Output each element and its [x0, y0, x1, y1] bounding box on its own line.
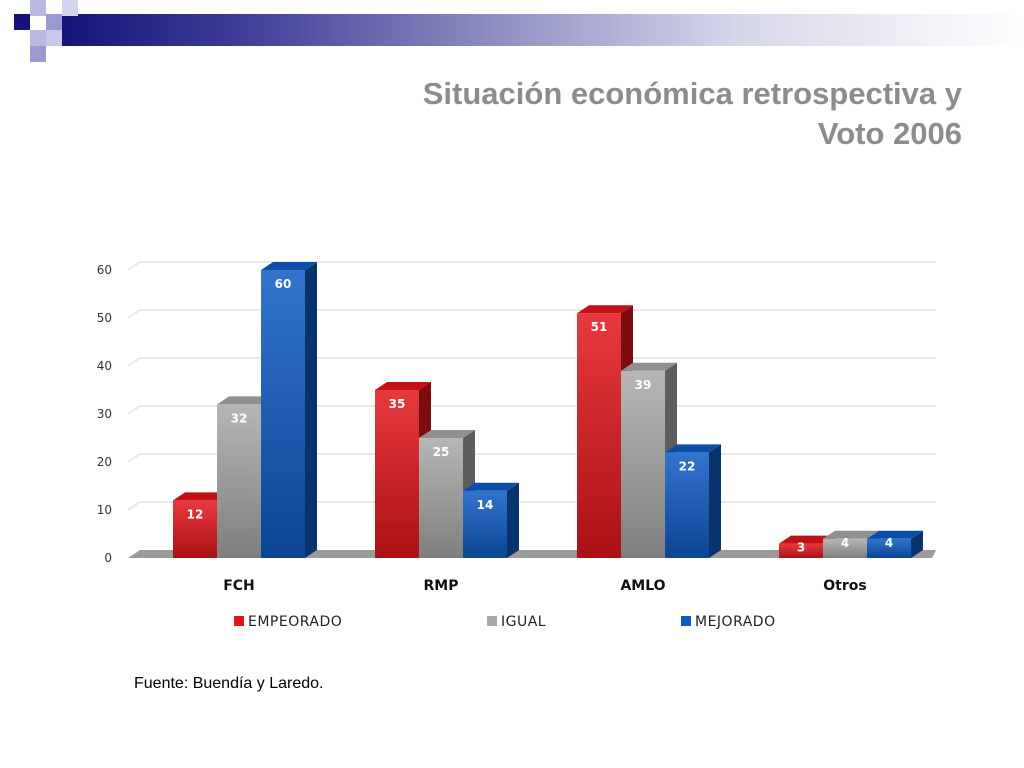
header-square-light-4: [46, 30, 62, 46]
bar: [867, 538, 911, 558]
bar-top: [779, 535, 835, 544]
bar: [463, 490, 507, 558]
data-label: 4: [885, 536, 893, 550]
header-square-light-6: [62, 0, 78, 16]
header-band: [62, 14, 1024, 46]
bar: [665, 452, 709, 558]
bar: [375, 390, 419, 558]
chart-floor: [128, 550, 936, 558]
y-tick-label: 40: [97, 359, 112, 373]
data-label: 12: [187, 507, 204, 521]
y-tick-label: 0: [104, 551, 112, 565]
y-tick-label: 60: [97, 263, 112, 277]
x-category-label: FCH: [223, 578, 255, 594]
bar: [419, 438, 463, 558]
header-square-light-2: [46, 14, 62, 30]
legend-label: IGUAL: [501, 614, 546, 630]
data-label: 35: [389, 397, 406, 411]
bar-top: [867, 530, 923, 539]
data-label: 22: [679, 459, 696, 473]
legend-swatch: [234, 616, 244, 626]
data-label: 32: [231, 411, 248, 425]
y-tick-label: 20: [97, 455, 112, 469]
bar: [621, 370, 665, 558]
bar: [823, 538, 867, 558]
y-tick-label: 30: [97, 407, 112, 421]
x-category-label: RMP: [424, 578, 459, 594]
source-note: Fuente: Buendía y Laredo.: [134, 675, 324, 692]
data-label: 51: [591, 320, 608, 334]
data-label: 60: [275, 277, 292, 291]
bar-side: [709, 444, 721, 558]
data-label: 39: [635, 378, 652, 392]
legend-label: MEJORADO: [695, 614, 776, 630]
y-tick-label: 50: [97, 311, 112, 325]
bar-top: [217, 396, 273, 405]
bar-top: [665, 444, 721, 453]
bar-top: [375, 382, 431, 390]
bar-top: [823, 530, 879, 539]
gridline-diagonal: [127, 453, 141, 463]
bar: [261, 270, 305, 558]
data-label: 25: [433, 445, 450, 459]
legend-swatch: [487, 616, 497, 626]
bar-side: [305, 262, 317, 558]
bar-side: [911, 530, 923, 558]
bar-top: [463, 482, 519, 491]
header-square-dark-1: [14, 14, 30, 30]
bar-top: [173, 492, 229, 501]
bar-top: [419, 430, 475, 438]
gridline-diagonal: [127, 309, 141, 319]
x-category-label: AMLO: [620, 578, 665, 594]
bar: [779, 543, 823, 558]
legend-label: EMPEORADO: [248, 614, 342, 630]
legend-swatch: [681, 616, 691, 626]
data-label: 4: [841, 536, 849, 550]
data-label: 14: [477, 498, 494, 512]
bar-top: [577, 305, 633, 314]
x-category-label: Otros: [823, 578, 866, 594]
header-square-light-3: [30, 30, 46, 46]
bar: [217, 404, 261, 558]
slide-title: Situación económica retrospectiva y Voto…: [262, 74, 962, 154]
y-tick-label: 10: [97, 503, 112, 517]
header-square-light-1: [30, 0, 46, 16]
title-line-1: Situación económica retrospectiva y: [422, 76, 962, 111]
bar: [173, 500, 217, 558]
data-label: 3: [797, 541, 805, 555]
bar-top: [621, 362, 677, 371]
gridline-diagonal: [127, 405, 141, 415]
bar-side: [507, 482, 519, 558]
gridline-diagonal: [127, 261, 141, 271]
header-square-light-5: [30, 46, 46, 62]
title-line-2: Voto 2006: [817, 116, 962, 151]
bar: [577, 313, 621, 558]
bar-top: [261, 262, 317, 270]
gridline-diagonal: [127, 501, 141, 511]
gridline-diagonal: [127, 357, 141, 367]
